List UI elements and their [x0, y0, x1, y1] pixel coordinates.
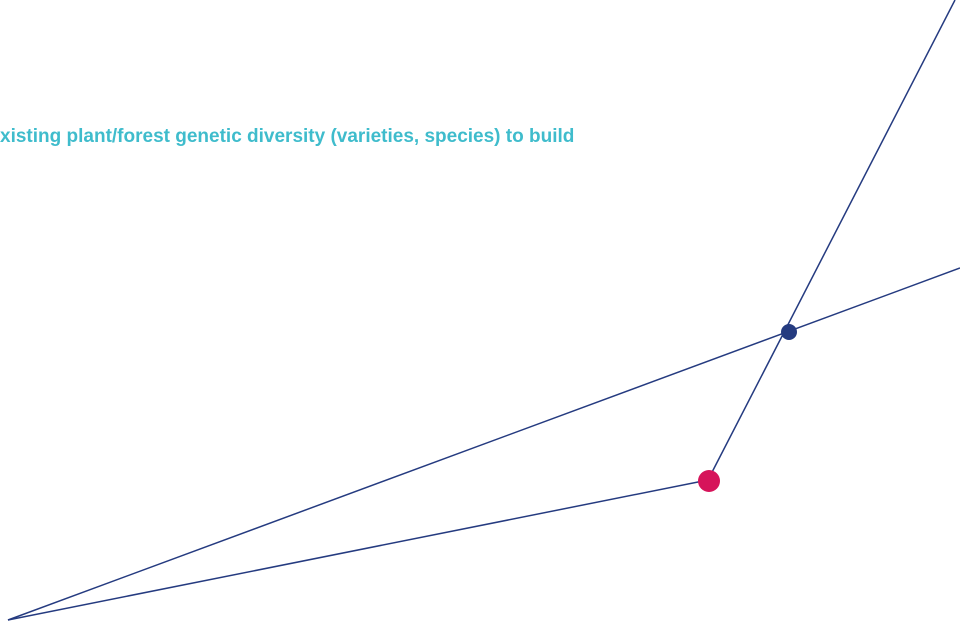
- node-blue: [781, 324, 797, 340]
- caption: xisting plant/forest genetic diversity (…: [0, 126, 574, 147]
- line-lower: [7, 479, 709, 621]
- line-long: [7, 267, 960, 621]
- node-red: [698, 470, 720, 492]
- line-steep: [707, 0, 956, 481]
